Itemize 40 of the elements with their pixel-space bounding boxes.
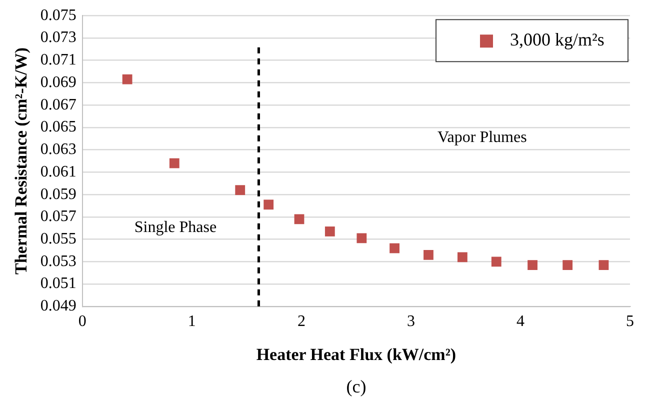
point bbox=[122, 74, 132, 84]
x-tick-label: 2 bbox=[297, 313, 306, 330]
point bbox=[598, 260, 609, 270]
y-tick-label: 0.069 bbox=[40, 74, 76, 91]
point bbox=[424, 250, 434, 260]
x-tick-label: 4 bbox=[516, 313, 524, 330]
point bbox=[528, 260, 538, 270]
x-tick-label: 5 bbox=[626, 313, 634, 330]
annotation: Vapor Plumes bbox=[437, 128, 527, 146]
point bbox=[294, 214, 304, 224]
y-tick-label: 0.065 bbox=[40, 118, 76, 136]
point bbox=[264, 200, 274, 210]
point bbox=[491, 256, 502, 267]
x-tick-label: 3 bbox=[406, 313, 415, 330]
y-tick-label: 0.057 bbox=[40, 208, 76, 226]
y-tick-label: 0.063 bbox=[40, 141, 76, 158]
y-tick-label: 0.073 bbox=[40, 29, 76, 46]
x-axis-title: Heater Heat Flux (kW/cm²) bbox=[256, 345, 456, 364]
point bbox=[235, 185, 246, 196]
point bbox=[457, 252, 468, 262]
legend-label: 3,000 kg/m²s bbox=[510, 29, 604, 50]
y-tick-label: 0.061 bbox=[40, 163, 76, 180]
y-tick-label: 0.071 bbox=[40, 52, 76, 69]
annotation: Single Phase bbox=[134, 219, 217, 236]
point bbox=[324, 226, 335, 236]
y-tick-label: 0.059 bbox=[40, 186, 76, 203]
y-tick-label: 0.067 bbox=[40, 96, 76, 114]
point bbox=[390, 243, 400, 254]
point bbox=[562, 260, 573, 270]
x-tick-label: 0 bbox=[78, 313, 86, 330]
text: (c) bbox=[346, 376, 366, 397]
y-tick-label: 0.075 bbox=[40, 6, 76, 24]
point bbox=[356, 233, 367, 244]
x-tick-label: 1 bbox=[188, 313, 196, 330]
point bbox=[169, 158, 180, 168]
y-tick-label: 0.055 bbox=[40, 230, 76, 248]
y-tick-label: 0.049 bbox=[40, 298, 76, 315]
y-tick-label: 0.051 bbox=[40, 275, 76, 292]
y-tick-label: 0.053 bbox=[40, 252, 76, 270]
y-axis-title: Thermal Resistance (cm²-K/W) bbox=[12, 48, 31, 274]
